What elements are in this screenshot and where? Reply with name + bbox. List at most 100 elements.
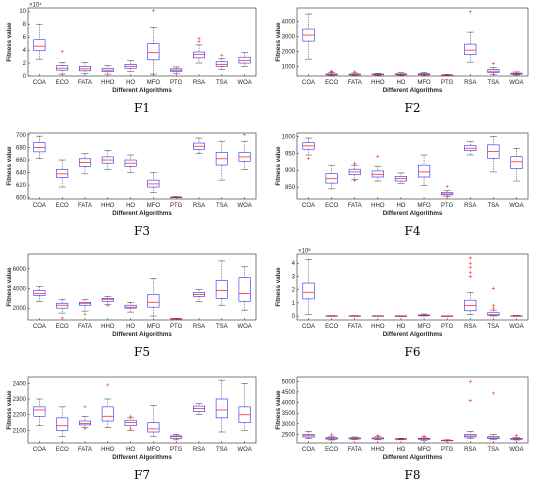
box-tsa [487,62,500,75]
box-coa [33,23,46,60]
x-tick-label: WOA [509,324,523,330]
box-tsa [215,379,228,433]
iqr-box [238,277,251,302]
box-woa [238,132,251,170]
x-tick-label: COA [302,203,315,209]
box-eco [325,164,338,190]
panel-caption: F7 [134,468,150,482]
x-tick-label: HHO [101,203,115,209]
box-mfo [417,434,431,441]
outlier-marker [106,383,110,387]
box-tsa [487,391,500,441]
outlier-marker [330,69,334,73]
box-rsa [464,379,477,439]
box-fata [79,299,92,316]
x-tick-label: HO [396,203,405,209]
panel-caption: F4 [405,224,421,238]
outlier-marker [106,303,110,307]
x-tick-label: PTG [441,203,454,209]
panel-f1: 0 2 4 6 8 10×10⁴ COA ECO FATA HHO HO MFO PTG RSA TSA WO… [6,2,257,115]
box-eco [325,69,338,76]
outlier-marker [353,70,357,74]
y-tick-label: 4500 [282,390,296,396]
outlier-marker [197,36,201,41]
outlier-marker [353,161,357,166]
box-rsa [464,10,477,63]
x-tick-label: PTG [170,80,183,86]
x-tick-label: WOA [509,203,523,209]
box-woa [510,71,523,76]
x-axis-label: Different Algorithms [383,331,443,338]
outlier-marker [468,398,472,403]
panel-f7: 2100 2200 2300 2400 COA ECO FATA HHO HO MFO PTG RSA… [6,376,257,482]
box-ptg [170,318,183,320]
x-tick-label: TSA [488,447,500,453]
outlier-marker [83,312,87,316]
box-ptg [441,74,454,76]
y-axis-label: Fitness value [275,146,282,186]
box-hho [101,383,114,428]
box-ptg [170,434,183,441]
y-tick-label: 3000 [282,35,296,41]
outlier-marker [468,261,472,265]
y-tick-label: 950 [285,151,296,157]
box-coa [33,286,46,302]
y-tick-label: 4000 [282,20,296,26]
iqr-box [33,290,46,296]
outlier-marker [151,8,155,13]
x-tick-label: RSA [193,203,205,209]
outlier-marker [376,155,380,159]
x-tick-label: HO [126,324,135,330]
y-axis-label: Fitness value [6,267,13,307]
x-tick-label: WOA [237,80,251,86]
y-tick-label: 3500 [282,411,296,417]
y-tick-label: 5000 [282,379,296,385]
box-eco [325,315,338,317]
box-hho [371,155,384,182]
box-ptg [441,184,454,197]
outlier-marker [243,132,247,136]
x-tick-label: HHO [101,80,115,86]
x-axis-label: Different Algorithms [112,210,172,217]
box-mfo [147,8,160,75]
x-tick-label: FATA [348,80,362,86]
box-woa [238,52,251,67]
plot-frame [296,376,529,444]
y-tick-label: 680 [16,145,27,151]
box-fata [79,62,92,74]
x-tick-label: COA [302,324,315,330]
x-tick-label: RSA [464,447,476,453]
panel-caption: F3 [134,224,150,238]
box-coa [302,137,315,160]
plot-frame [296,253,529,321]
outlier-marker [129,414,133,418]
x-tick-label: PTG [170,447,183,453]
outlier-marker [197,40,201,44]
box-coa [33,398,46,426]
iqr-box [215,280,228,299]
box-ho [394,315,408,317]
x-tick-label: ECO [325,80,338,86]
box-tsa [215,140,228,181]
x-tick-label: WOA [237,203,251,209]
box-hho [371,433,384,441]
outlier-marker [491,303,495,308]
box-fata [348,436,361,440]
panel-f4: 850 900 950 1000 COA ECO FATA HHO HO MFO PTG RSA TSA… [275,132,529,238]
box-woa [238,266,251,311]
panel-f5: 2000 4000 6000 COA ECO FATA HHO HO MFO PTG RSA TSA W… [6,253,257,359]
x-tick-label: RSA [464,80,476,86]
x-tick-label: TSA [216,80,228,86]
y-tick-label: 2300 [13,397,27,403]
x-tick-label: ECO [325,447,338,453]
box-ho [394,172,408,184]
y-tick-label: 2500 [282,432,296,438]
iqr-box [215,398,228,419]
x-tick-label: WOA [237,447,251,453]
plot-frame [27,7,257,77]
box-tsa [215,260,228,306]
box-ho [124,302,137,313]
y-tick-label: 4000 [282,401,296,407]
iqr-box [147,43,160,61]
box-hho [101,296,114,307]
